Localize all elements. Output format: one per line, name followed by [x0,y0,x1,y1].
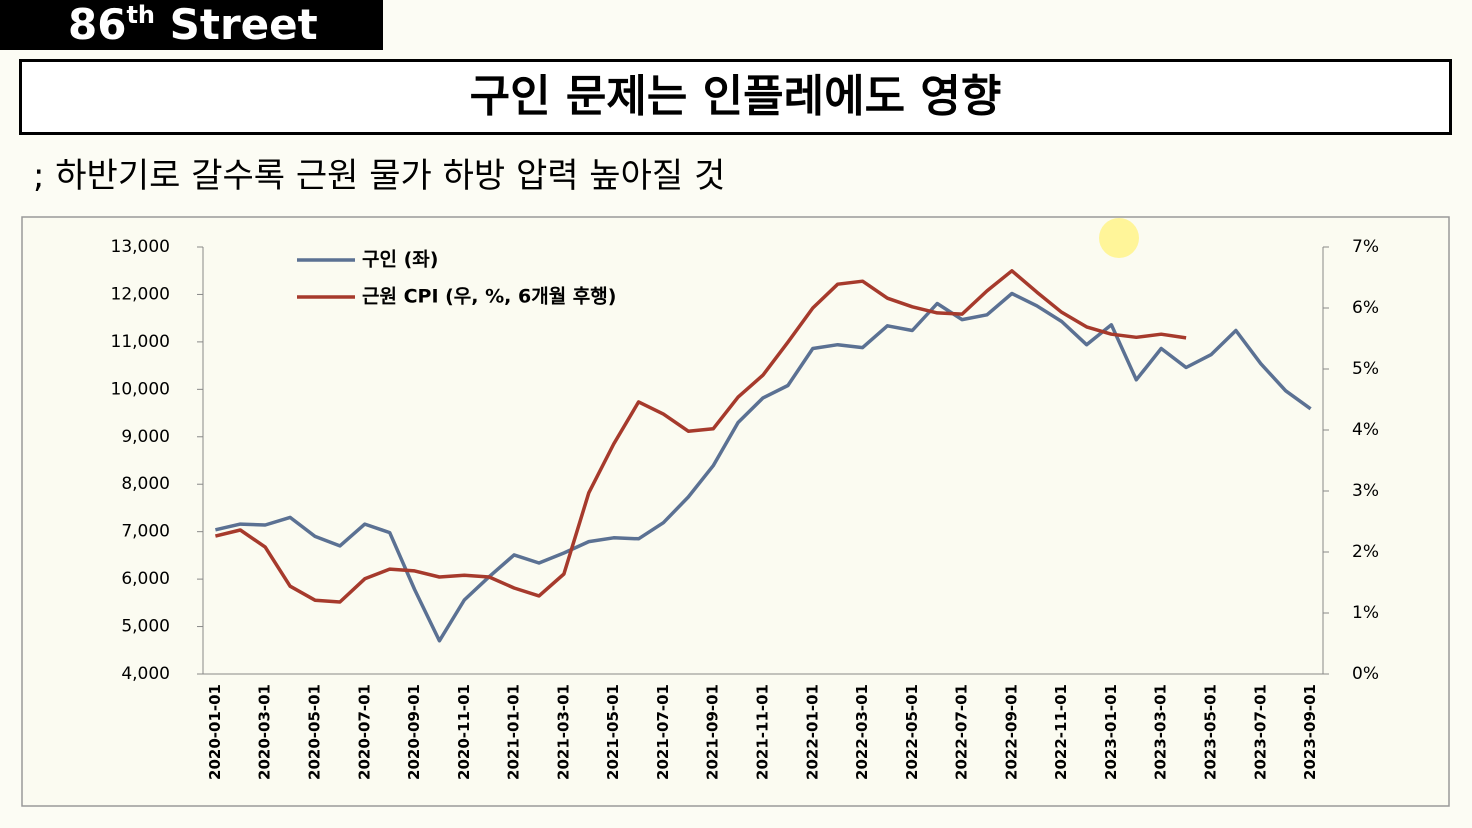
y-tick-label: 5,000 [121,617,170,637]
x-tick-label: 2023-01-01 [1102,684,1120,780]
x-tick-label: 2020-03-01 [256,684,274,780]
brand: 86th Street [0,0,383,50]
series-line [215,291,1312,643]
y-tick-label: 10,000 [111,379,170,399]
series-line [214,269,1187,604]
x-tick-label: 2022-01-01 [803,684,821,780]
y2-tick-label: 1% [1352,603,1379,623]
x-tick-label: 2022-09-01 [1002,684,1020,780]
cursor-highlight [1099,218,1139,258]
x-tick-label: 2021-09-01 [704,684,722,780]
x-tick-label: 2023-03-01 [1152,684,1170,780]
x-tick-label: 2021-11-01 [754,684,772,780]
y2-tick-label: 4% [1352,420,1379,440]
y-tick-label: 11,000 [111,332,170,352]
y-tick-label: 12,000 [111,284,170,304]
brand-suffix: th [126,1,156,29]
chart-frame [21,216,1450,807]
legend-label: 구인 (좌) [362,249,438,271]
brand-number: 86 [68,0,127,49]
y2-tick-label: 5% [1352,359,1379,379]
y-tick-label: 9,000 [121,427,170,447]
y-tick-label: 6,000 [121,569,170,589]
x-tick-label: 2023-09-01 [1301,684,1319,780]
y-tick-label: 7,000 [121,522,170,542]
x-tick-label: 2020-09-01 [405,684,423,780]
x-tick-label: 2022-07-01 [953,684,971,780]
y-tick-label: 13,000 [111,237,170,257]
x-tick-label: 2021-07-01 [654,684,672,780]
brand-name: Street [169,0,318,49]
x-tick-label: 2021-05-01 [604,684,622,780]
slide-title: 구인 문제는 인플레에도 영향 [19,59,1452,135]
x-tick-label: 2022-03-01 [853,684,871,780]
y-tick-label: 4,000 [121,664,170,684]
x-tick-label: 2020-01-01 [206,684,224,780]
x-tick-label: 2023-07-01 [1251,684,1269,780]
x-tick-label: 2021-03-01 [554,684,572,780]
x-tick-label: 2022-11-01 [1052,684,1070,780]
x-tick-label: 2020-07-01 [355,684,373,780]
y2-tick-label: 0% [1352,664,1379,684]
x-tick-label: 2020-11-01 [455,684,473,780]
y2-tick-label: 6% [1352,298,1379,318]
slide-subtitle: ; 하반기로 갈수록 근원 물가 하방 압력 높아질 것 [33,156,726,196]
x-tick-label: 2021-01-01 [505,684,523,780]
y-tick-label: 8,000 [121,474,170,494]
x-tick-label: 2023-05-01 [1202,684,1220,780]
x-tick-label: 2020-05-01 [306,684,324,780]
x-tick-label: 2022-05-01 [903,684,921,780]
y2-tick-label: 7% [1352,237,1379,257]
y2-tick-label: 2% [1352,542,1379,562]
legend-label: 근원 CPI (우, %, 6개월 후행) [362,286,616,308]
y2-tick-label: 3% [1352,481,1379,501]
